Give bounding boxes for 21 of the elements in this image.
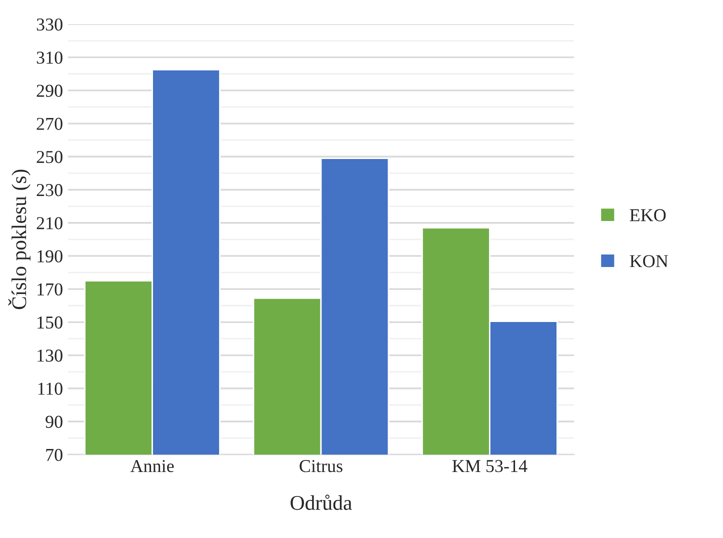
y-tick-label: 110 — [38, 382, 62, 395]
x-tick-label: Annie — [130, 460, 174, 472]
y-tick-label: 290 — [36, 84, 62, 97]
legend-label: EKO — [630, 209, 666, 222]
y-tick-label: 330 — [36, 18, 62, 31]
x-tick-label: KM 53-14 — [452, 460, 528, 472]
y-tick-label: 130 — [38, 350, 62, 362]
y-tick-label: 90 — [46, 416, 62, 428]
y-tick-label: 150 — [38, 316, 62, 329]
x-tick-label: Citrus — [300, 460, 342, 472]
y-tick-label: 210 — [36, 217, 62, 230]
y-tick-label: 250 — [36, 150, 62, 164]
y-tick-label: 230 — [36, 184, 62, 196]
y-tick-label: 70 — [46, 448, 62, 462]
y-tick-label: 310 — [36, 52, 62, 64]
legend-label: KON — [630, 255, 668, 268]
x-axis-title: Odrůda — [290, 494, 352, 510]
y-axis-title: Číslo poklesu (s) — [8, 170, 30, 310]
y-tick-label: 170 — [38, 283, 62, 296]
y-tick-label: 270 — [36, 118, 62, 130]
y-tick-label: 190 — [38, 250, 62, 262]
